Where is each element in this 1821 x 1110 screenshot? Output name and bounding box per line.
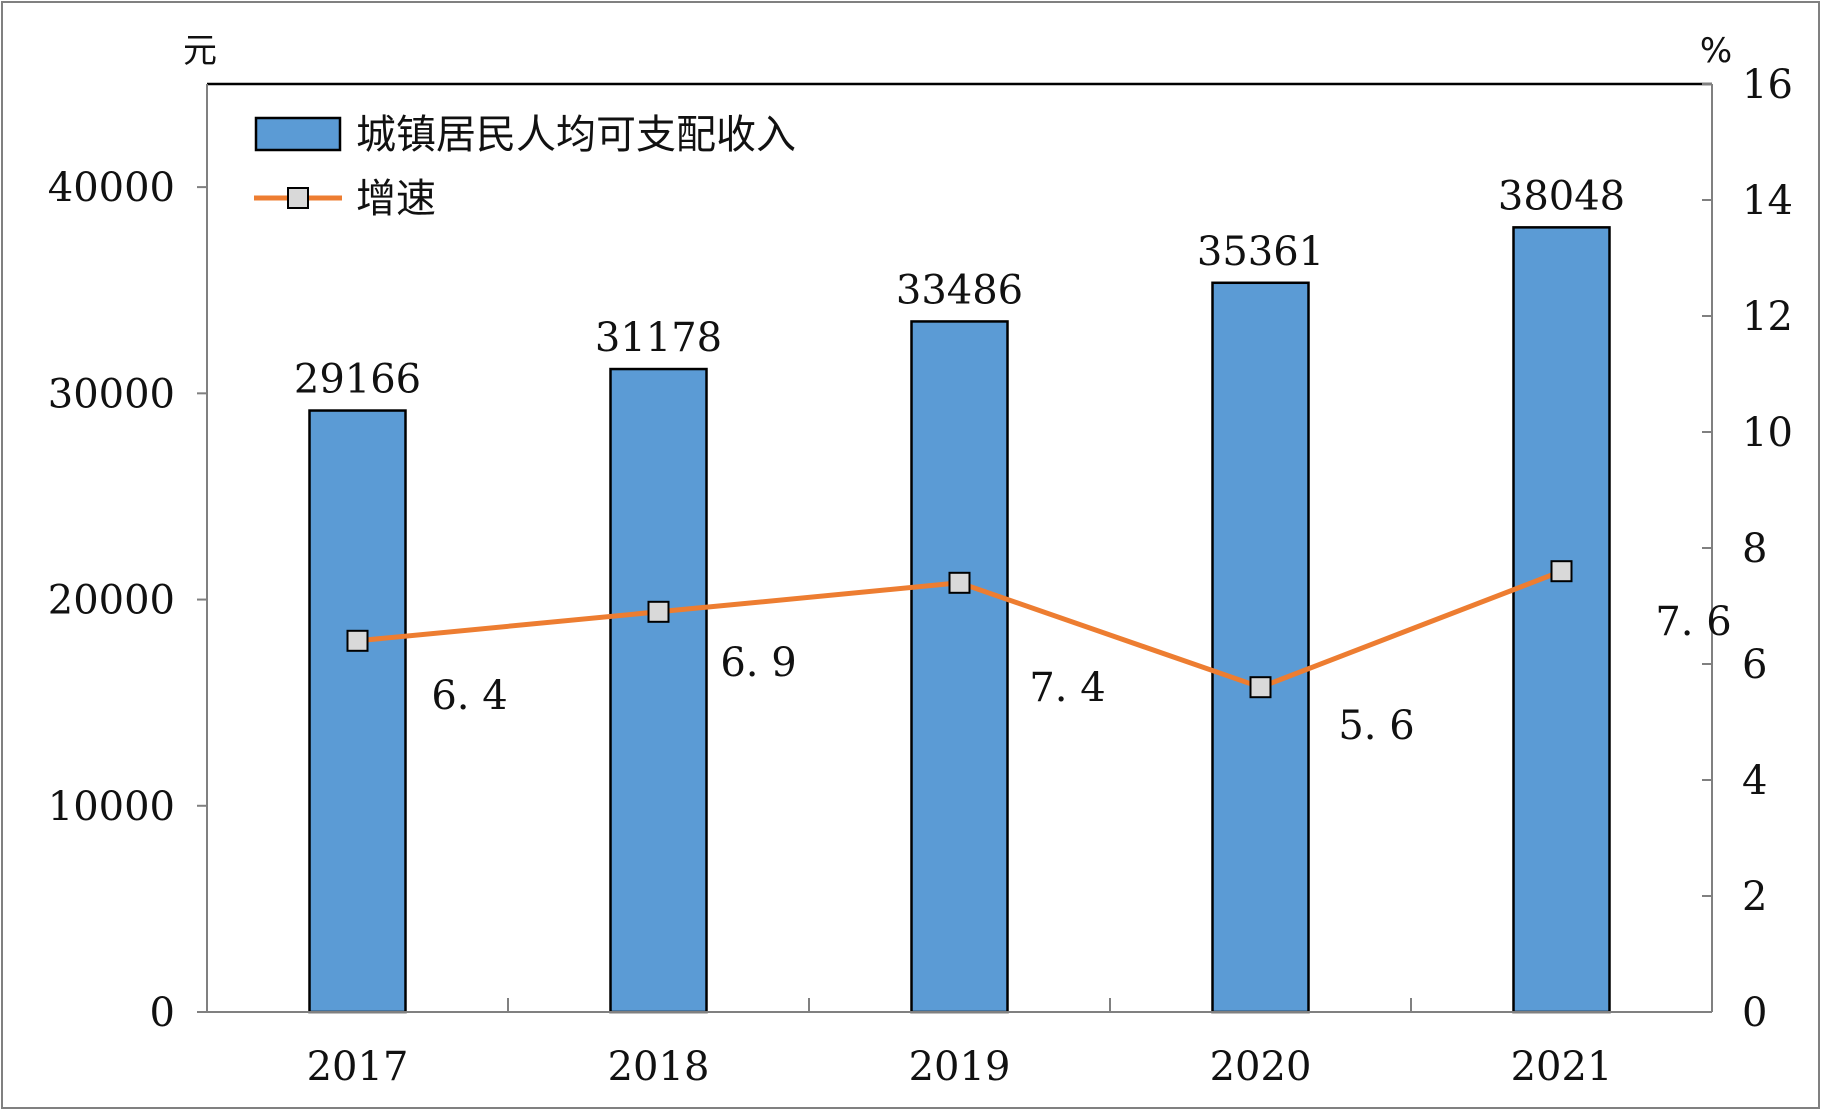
growth-marker-2020 xyxy=(1249,676,1272,699)
legend-label-line: 增速 xyxy=(356,176,436,222)
bar-2021 xyxy=(1512,226,1611,1014)
bar-label-2017: 29166 xyxy=(294,357,421,403)
growth-marker-2018 xyxy=(647,600,670,623)
growth-label-2019: 7. 4 xyxy=(1029,665,1105,711)
growth-label-2018: 6. 9 xyxy=(720,640,796,686)
growth-label-2017: 6. 4 xyxy=(431,673,507,719)
x-tick-label-2021: 2021 xyxy=(1511,1044,1613,1090)
right-axis-unit: % xyxy=(1700,31,1732,71)
bar-label-2018: 31178 xyxy=(595,315,722,361)
bar-label-2021: 38048 xyxy=(1498,173,1625,219)
right-tick-label-6: 6 xyxy=(1742,642,1767,688)
left-tick-label-10000: 10000 xyxy=(48,784,175,830)
left-tick-label-30000: 30000 xyxy=(48,371,175,417)
left-axis-unit: 元 xyxy=(183,31,217,71)
growth-label-2021: 7. 6 xyxy=(1655,599,1731,645)
legend-label-bar: 城镇居民人均可支配收入 xyxy=(356,112,796,158)
right-tick-label-14: 14 xyxy=(1742,178,1793,224)
x-tick-label-2017: 2017 xyxy=(307,1044,409,1090)
legend-swatch-bar xyxy=(254,116,342,152)
right-tick-label-16: 16 xyxy=(1742,62,1793,108)
left-tick-label-0: 0 xyxy=(150,990,175,1036)
bar-label-2019: 33486 xyxy=(896,267,1023,313)
growth-marker-2021 xyxy=(1550,560,1573,583)
growth-label-2020: 5. 6 xyxy=(1338,703,1414,749)
x-tick-label-2020: 2020 xyxy=(1210,1044,1312,1090)
right-tick-label-2: 2 xyxy=(1742,874,1767,920)
right-tick-label-10: 10 xyxy=(1742,410,1793,456)
bar-2019 xyxy=(910,320,1009,1014)
bar-2018 xyxy=(609,367,708,1014)
x-tick-label-2018: 2018 xyxy=(608,1044,710,1090)
right-tick-label-8: 8 xyxy=(1742,526,1767,572)
right-tick-label-4: 4 xyxy=(1742,758,1767,804)
bar-2017 xyxy=(308,409,407,1014)
right-tick-label-12: 12 xyxy=(1742,294,1793,340)
legend-swatch-marker xyxy=(287,187,309,209)
x-tick-label-2019: 2019 xyxy=(909,1044,1011,1090)
growth-marker-2017 xyxy=(346,629,369,652)
bar-2020 xyxy=(1211,281,1310,1014)
left-tick-label-40000: 40000 xyxy=(48,165,175,211)
bar-label-2020: 35361 xyxy=(1197,229,1324,275)
growth-marker-2019 xyxy=(948,571,971,594)
right-tick-label-0: 0 xyxy=(1742,990,1767,1036)
left-tick-label-20000: 20000 xyxy=(48,578,175,624)
